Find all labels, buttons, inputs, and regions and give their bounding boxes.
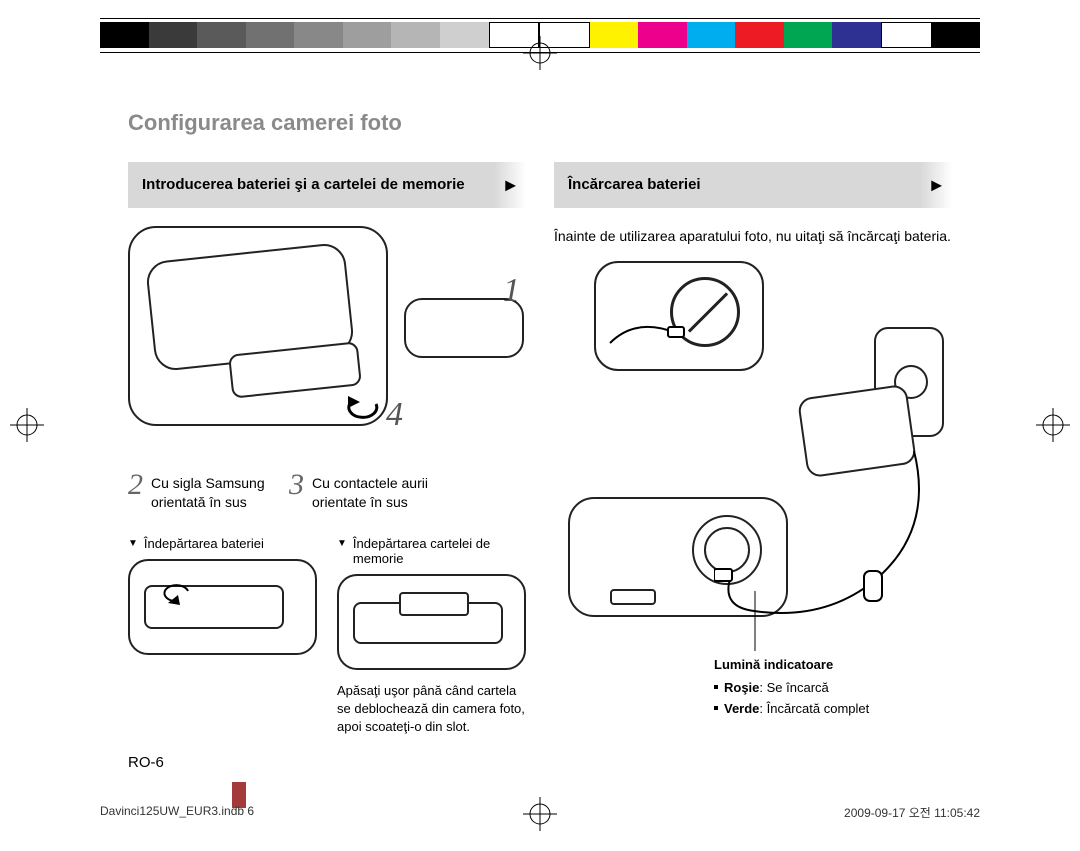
step-3-text: Cu contactele aurii orientate în sus xyxy=(312,470,462,512)
triangle-down-icon: ▼ xyxy=(337,536,347,549)
color-swatch xyxy=(246,22,295,48)
chevron-right-icon: ▶ xyxy=(931,177,942,194)
step-row: 2 Cu sigla Samsung orientată în sus 3 Cu… xyxy=(128,470,526,512)
press-note-text: Apăsaţi uşor până când cartela se debloc… xyxy=(337,682,526,737)
indicator-green-label: Verde xyxy=(724,701,759,716)
color-swatch xyxy=(784,22,833,48)
footer-timestamp: 2009-09-17 오전 11:05:42 xyxy=(844,804,980,821)
bullet-icon xyxy=(714,706,718,710)
manual-page: Configurarea camerei foto Introducerea b… xyxy=(0,0,1080,851)
right-column: Încărcarea bateriei ▶ Înainte de utiliza… xyxy=(554,162,952,784)
color-swatch xyxy=(100,22,149,48)
do-not-plug-illustration xyxy=(594,261,764,371)
step-number-4: 4 xyxy=(386,396,403,434)
charging-illustration xyxy=(554,261,952,651)
section-ribbon-insert: Introducerea bateriei şi a cartelei de m… xyxy=(128,162,526,208)
color-swatch xyxy=(343,22,392,48)
footer-filename: Davinci125UW_EUR3.indb 6 xyxy=(100,804,254,821)
color-swatch xyxy=(832,22,881,48)
color-swatch xyxy=(881,22,932,48)
color-swatch xyxy=(294,22,343,48)
ribbon-text: Încărcarea bateriei xyxy=(568,176,701,195)
rotate-arrow-icon xyxy=(346,392,386,422)
indicator-red-text: : Se încarcă xyxy=(759,680,828,695)
registration-mark-icon xyxy=(523,36,557,70)
color-swatch xyxy=(735,22,784,48)
color-swatch xyxy=(932,22,981,48)
remove-battery-illustration xyxy=(128,559,317,655)
top-rule xyxy=(100,18,980,19)
color-swatch xyxy=(440,22,489,48)
step-number-1: 1 xyxy=(503,272,520,310)
color-swatch xyxy=(149,22,198,48)
usb-cable-illustration xyxy=(714,411,954,641)
remove-card-text: Îndepărtarea cartelei de memorie xyxy=(353,536,526,566)
indicator-green-text: : Încărcată complet xyxy=(759,701,869,716)
eject-arrow-icon xyxy=(154,575,194,605)
indicator-light-legend: Lumină indicatoare Roşie: Se încarcă Ver… xyxy=(714,655,952,719)
registration-mark-icon xyxy=(1036,408,1070,442)
callout-line xyxy=(752,591,758,651)
color-swatch xyxy=(638,22,687,48)
step-number-2: 2 xyxy=(128,470,143,512)
chevron-right-icon: ▶ xyxy=(505,177,516,194)
print-footer: Davinci125UW_EUR3.indb 6 2009-09-17 오전 1… xyxy=(100,804,980,821)
color-swatch xyxy=(590,22,639,48)
step-2-text: Cu sigla Samsung orientată în sus xyxy=(151,470,271,512)
remove-battery-label: ▼ Îndepărtarea bateriei xyxy=(128,536,317,551)
triangle-down-icon: ▼ xyxy=(128,536,138,549)
remove-card-label: ▼ Îndepărtarea cartelei de memorie xyxy=(337,536,526,566)
bullet-icon xyxy=(714,685,718,689)
page-number: RO-6 xyxy=(128,754,526,771)
section-ribbon-charge: Încărcarea bateriei ▶ xyxy=(554,162,952,208)
color-swatch xyxy=(197,22,246,48)
color-swatch xyxy=(687,22,736,48)
remove-card-illustration xyxy=(337,574,526,670)
color-swatch xyxy=(391,22,440,48)
content-area: Configurarea camerei foto Introducerea b… xyxy=(128,110,952,784)
charge-body-text: Înainte de utilizarea aparatului foto, n… xyxy=(554,226,952,247)
left-column: Introducerea bateriei şi a cartelei de m… xyxy=(128,162,526,784)
indicator-red-label: Roşie xyxy=(724,680,759,695)
ribbon-text: Introducerea bateriei şi a cartelei de m… xyxy=(142,176,465,195)
page-title: Configurarea camerei foto xyxy=(128,110,952,136)
remove-battery-text: Îndepărtarea bateriei xyxy=(144,536,264,551)
removal-row: ▼ Îndepărtarea bateriei ▼ Îndepărtarea c… xyxy=(128,536,526,737)
registration-mark-icon xyxy=(10,408,44,442)
indicator-heading: Lumină indicatoare xyxy=(714,655,952,676)
step-number-3: 3 xyxy=(289,470,304,512)
